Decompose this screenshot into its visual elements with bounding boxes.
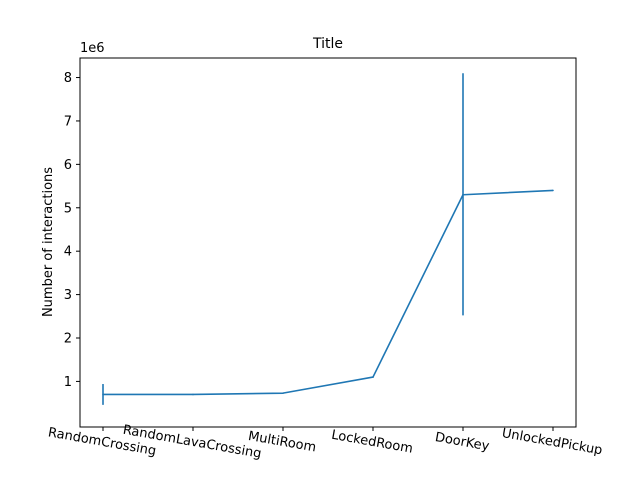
data-point — [552, 189, 554, 192]
data-point — [372, 376, 374, 378]
x-axis: RandomCrossingRandomLavaCrossingMultiRoo… — [47, 423, 604, 462]
x-tick-label: DoorKey — [434, 430, 491, 454]
data-point — [462, 193, 464, 196]
data-point — [192, 393, 194, 396]
x-tick-label: LockedRoom — [330, 428, 414, 457]
y-tick-label: 2 — [64, 332, 72, 347]
y-tick-label: 1 — [64, 375, 72, 390]
series-line — [103, 189, 554, 396]
y-axis: 1 2 3 4 5 6 7 8 — [64, 71, 80, 390]
y-tick-label: 4 — [64, 245, 72, 260]
y-tick-label: 7 — [64, 114, 72, 129]
y-tick-label: 8 — [64, 71, 72, 86]
y-tick-label: 3 — [64, 288, 72, 303]
x-tick-label: UnlockedPickup — [501, 426, 604, 458]
y-offset-label: 1e6 — [80, 41, 105, 56]
data-point — [102, 393, 104, 396]
y-tick-label: 5 — [64, 201, 72, 216]
series-layer — [102, 73, 554, 405]
plot-background — [80, 58, 576, 427]
y-axis-label: Number of interactions — [41, 167, 56, 317]
chart-title: Title — [312, 36, 343, 52]
plot-frame — [79, 57, 577, 428]
y-tick-label: 6 — [64, 158, 72, 173]
data-point — [282, 392, 284, 394]
